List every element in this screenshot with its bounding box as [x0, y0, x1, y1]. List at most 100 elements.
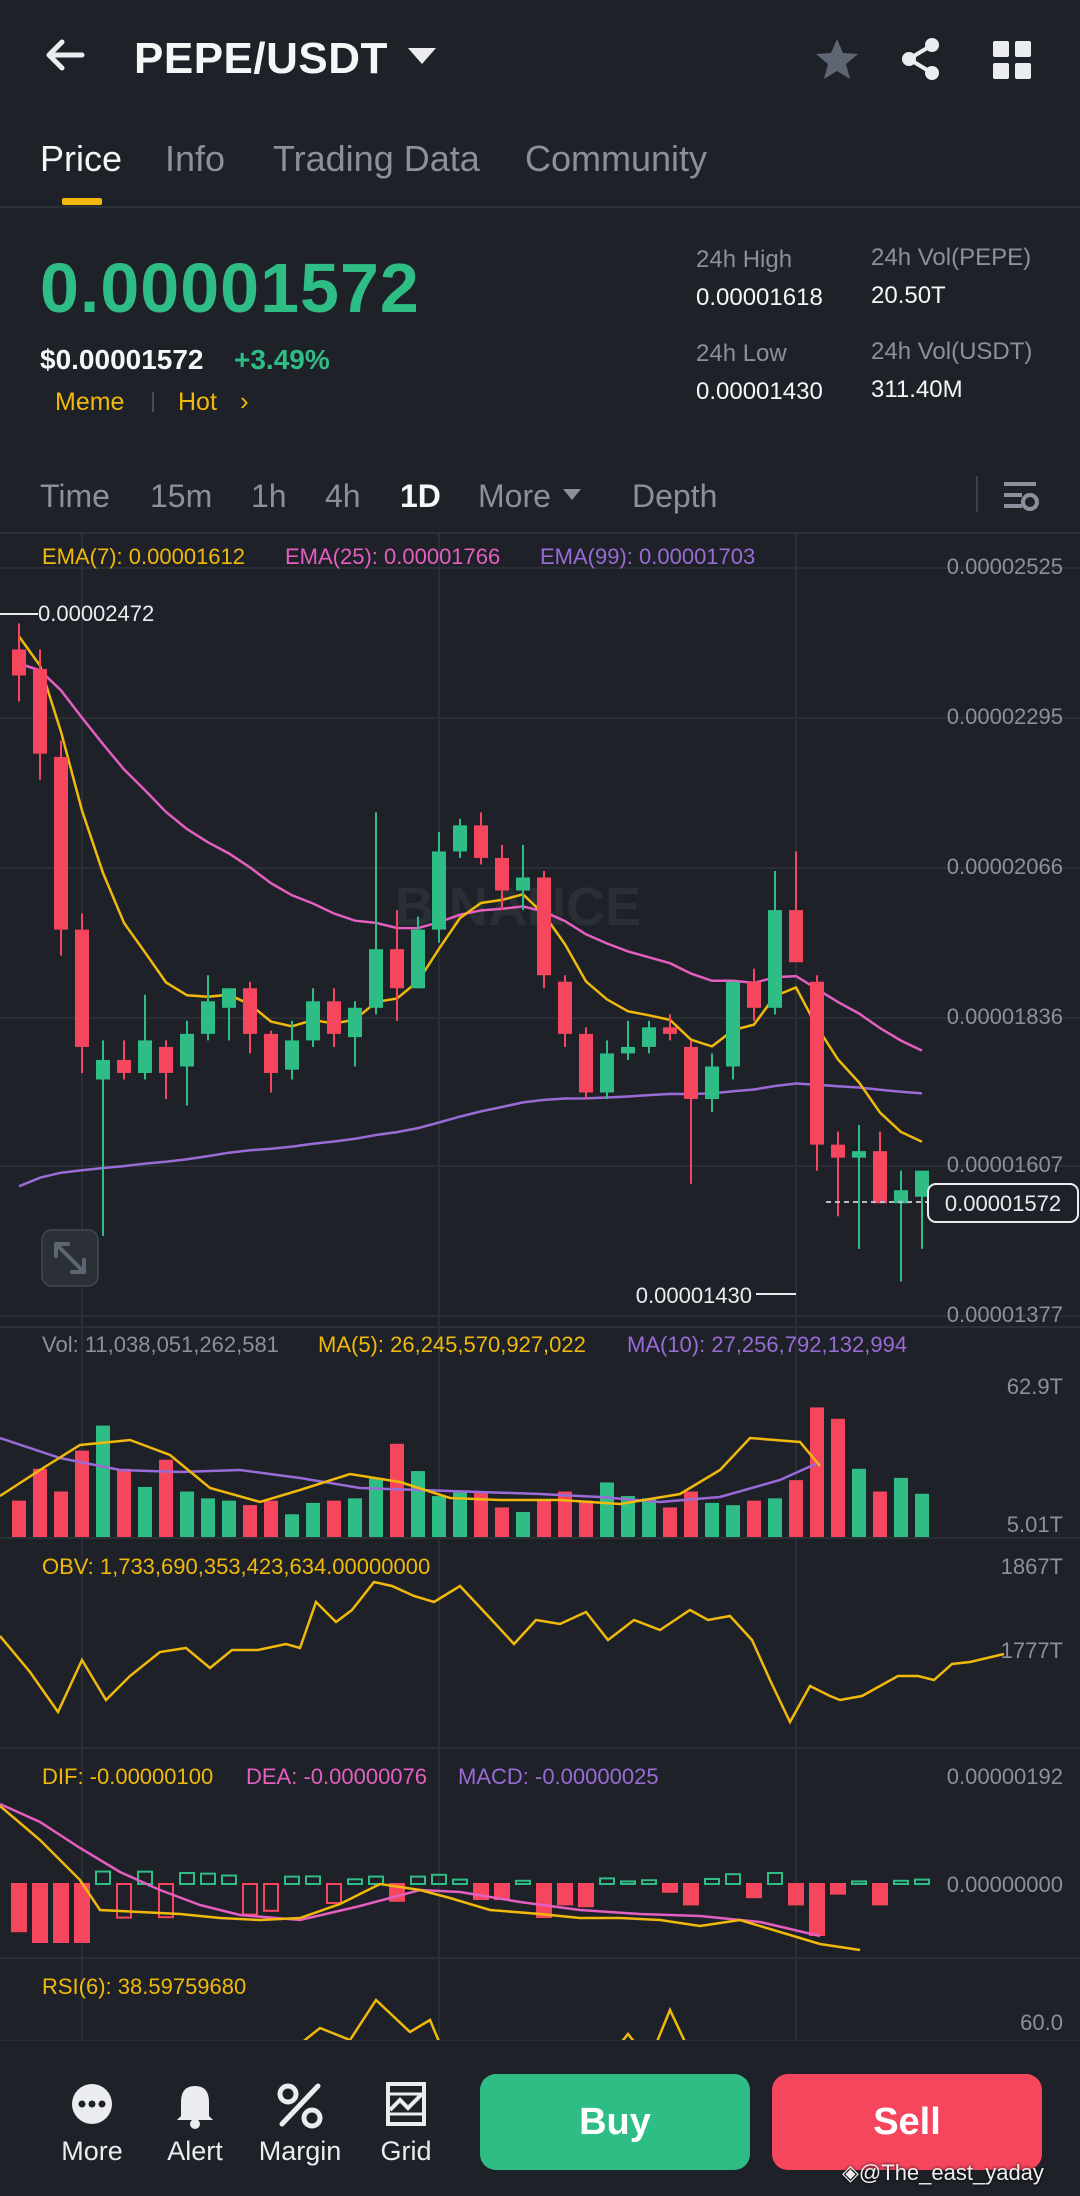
macd-bar: [704, 1878, 720, 1885]
volume-bar: [810, 1407, 824, 1537]
share-button[interactable]: [898, 36, 944, 82]
candle-body: [642, 1027, 656, 1047]
macd-bar: [725, 1873, 741, 1885]
candle-body: [75, 929, 89, 1047]
interval-more[interactable]: More: [478, 478, 551, 514]
more-button[interactable]: [42, 2080, 142, 2180]
macd-dea-legend: DEA: -0.00000076: [246, 1764, 427, 1789]
divider: [0, 206, 1080, 208]
vol-ma10-line: [0, 1436, 821, 1504]
volume-bar: [558, 1491, 572, 1537]
volume-bar: [789, 1480, 803, 1537]
low-label: 24h Low: [696, 340, 787, 367]
interval-4h[interactable]: 4h: [325, 478, 361, 514]
vol-ma10-legend: MA(10): 27,256,792,132,994: [627, 1332, 907, 1357]
macd-histogram: [11, 1870, 930, 1943]
volume-bar: [432, 1496, 446, 1537]
tag-hot[interactable]: Hot: [178, 388, 217, 416]
candles: [12, 623, 929, 1282]
vol-base-label: 24h Vol(PEPE): [871, 244, 1032, 271]
grid-icon: [993, 41, 1031, 79]
macd-legend: MACD: -0.00000025: [458, 1764, 659, 1789]
candle-body: [222, 988, 236, 1008]
interval-15m[interactable]: 15m: [150, 478, 213, 514]
macd-bar: [410, 1875, 426, 1885]
candle-body: [684, 1046, 698, 1100]
macd-bar: [599, 1877, 615, 1886]
buy-button[interactable]: Buy: [480, 2074, 750, 2170]
interval-time[interactable]: Time: [40, 478, 110, 514]
chevron-right-icon[interactable]: ›: [240, 386, 249, 416]
volume-bar: [222, 1500, 236, 1537]
candle-body: [138, 1040, 152, 1073]
tab-price[interactable]: Price: [40, 138, 123, 179]
margin-label[interactable]: Margin: [258, 2136, 342, 2166]
sell-button[interactable]: Sell: [772, 2074, 1042, 2170]
candle-body: [411, 929, 425, 989]
macd-bar: [809, 1883, 825, 1936]
obv-axis-tick: 1777T: [1001, 1638, 1063, 1663]
volume-bar: [915, 1493, 929, 1537]
favorite-button[interactable]: [814, 36, 860, 82]
macd-bar: [452, 1878, 468, 1885]
candle-body: [495, 857, 509, 891]
volume-bar: [726, 1505, 740, 1537]
vol-quote-label: 24h Vol(USDT): [871, 338, 1033, 365]
candle-body: [12, 649, 26, 676]
alert-button[interactable]: [145, 2080, 245, 2180]
candle-body: [768, 910, 782, 1008]
macd-bar: [305, 1875, 321, 1886]
back-button[interactable]: [40, 30, 90, 80]
expand-chart-button[interactable]: [41, 1229, 99, 1287]
tab-trading-data[interactable]: Trading Data: [273, 138, 480, 179]
macd-bar: [200, 1872, 216, 1885]
volume-bar: [327, 1500, 341, 1537]
macd-bar: [662, 1883, 678, 1893]
candlestick-chart[interactable]: BINANCE EMA(7): 0.00001612 EMA(25): 0.00…: [0, 534, 1080, 2040]
tag-meme[interactable]: Meme: [55, 388, 125, 416]
pair-title[interactable]: PEPE/USDT: [134, 34, 388, 83]
grid-label[interactable]: Grid: [380, 2136, 432, 2166]
interval-depth[interactable]: Depth: [632, 478, 718, 514]
ema99-line: [18, 1082, 923, 1188]
star-icon: [816, 39, 858, 79]
macd-dif-line: [0, 1805, 861, 1952]
candle-body: [306, 1001, 320, 1041]
candle-body: [54, 756, 68, 930]
margin-button[interactable]: [250, 2080, 350, 2180]
volume-bar: [642, 1498, 656, 1537]
candle-body: [117, 1059, 131, 1073]
candle-body: [327, 1001, 341, 1034]
volume-bar: [831, 1418, 845, 1537]
macd-bar: [242, 1883, 258, 1916]
more-label[interactable]: More: [61, 2136, 123, 2166]
candle-body: [33, 668, 47, 754]
volume-bar: [117, 1468, 131, 1537]
volume-bar: [75, 1450, 89, 1537]
candle-body: [453, 825, 467, 852]
tab-community[interactable]: Community: [525, 138, 708, 179]
chevron-down-icon[interactable]: [563, 489, 581, 500]
volume-bar: [747, 1500, 761, 1537]
change-percent: +3.49%: [234, 344, 330, 375]
macd-bar: [515, 1879, 531, 1886]
grid-button[interactable]: [356, 2080, 456, 2180]
candle-body: [894, 1190, 908, 1204]
candle-body: [432, 851, 446, 930]
chevron-down-icon[interactable]: [408, 48, 436, 64]
interval-1h[interactable]: 1h: [251, 478, 287, 514]
candle-body: [663, 1027, 677, 1034]
tab-info[interactable]: Info: [165, 138, 226, 179]
candle-body: [831, 1144, 845, 1158]
macd-bar: [620, 1880, 636, 1886]
chart-grid: [0, 534, 1080, 2040]
volume-bar: [243, 1505, 257, 1537]
chart-settings-button[interactable]: [1000, 476, 1040, 516]
candle-body: [243, 988, 257, 1034]
macd-bar: [74, 1883, 90, 1943]
alert-label[interactable]: Alert: [167, 2136, 223, 2166]
interval-1d[interactable]: 1D: [400, 478, 441, 514]
macd-bar: [536, 1883, 552, 1918]
layout-grid-button[interactable]: [992, 40, 1032, 80]
volume-bar: [348, 1498, 362, 1537]
